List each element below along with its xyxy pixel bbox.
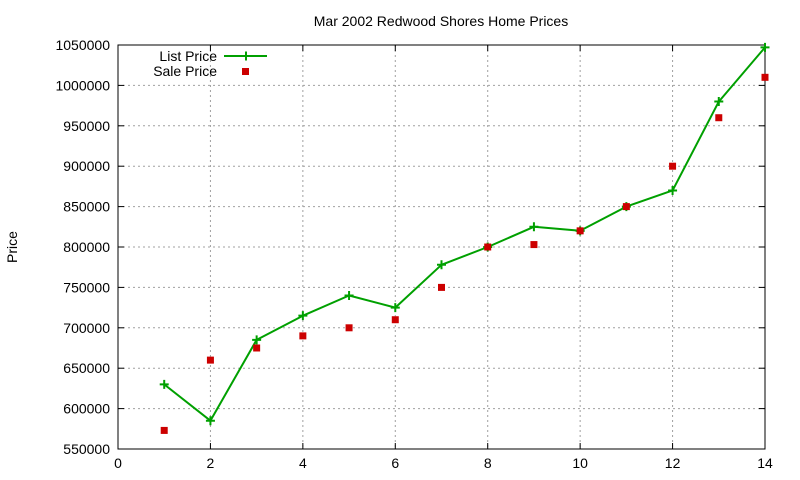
sale-price-point <box>715 114 723 122</box>
y-tick-label: 600000 <box>63 401 110 417</box>
x-tick-label: 2 <box>207 455 215 471</box>
list-price-point <box>437 260 446 270</box>
list-price-point <box>159 379 169 389</box>
y-tick-label: 900000 <box>63 158 110 174</box>
list-price-point <box>298 311 308 321</box>
axis-ticks: 0 2 4 6 8 10 12 14 550000 600000 650000 700000 75000… <box>55 37 773 471</box>
sale-price-point <box>669 162 677 170</box>
list-price-point <box>252 335 262 345</box>
legend-label-list-price: List Price <box>159 48 217 64</box>
x-tick-label: 4 <box>299 455 307 471</box>
sale-price-point <box>484 243 492 251</box>
x-tick-label: 0 <box>114 455 122 471</box>
list-price-point <box>760 42 770 52</box>
sale-price-point <box>576 227 584 235</box>
y-tick-label: 750000 <box>63 279 110 295</box>
x-tick-label: 6 <box>391 455 399 471</box>
y-tick-label: 800000 <box>63 239 110 255</box>
chart-title: Mar 2002 Redwood Shores Home Prices <box>314 13 568 29</box>
sale-price-point <box>206 356 214 364</box>
y-tick-label: 650000 <box>63 360 110 376</box>
x-tick-label: 10 <box>572 455 588 471</box>
list-price-point <box>344 290 354 300</box>
list-price-point <box>205 416 215 426</box>
y-tick-label: 850000 <box>63 199 110 215</box>
sale-price-point <box>761 73 769 81</box>
list-price-point <box>668 185 678 195</box>
plot-frame <box>117 44 766 450</box>
legend-marker-sale-price <box>242 68 249 75</box>
sale-price-point <box>345 324 353 332</box>
legend-label-sale-price: Sale Price <box>153 63 217 79</box>
sale-price-point <box>299 332 307 340</box>
sale-price-point <box>438 283 445 291</box>
list-price-point <box>390 303 400 313</box>
y-tick-label: 700000 <box>63 320 110 336</box>
series-layer <box>159 42 770 434</box>
x-tick-label: 8 <box>484 455 492 471</box>
x-tick-label: 12 <box>665 455 681 471</box>
sale-price-point <box>160 426 168 434</box>
sale-price-point <box>622 203 630 211</box>
list-price-line <box>163 46 766 422</box>
x-tick-label: 14 <box>757 455 773 471</box>
list-price-point <box>714 97 724 107</box>
y-axis-label: Price <box>4 231 20 263</box>
y-tick-label: 550000 <box>63 441 110 457</box>
y-tick-label: 1000000 <box>55 77 110 93</box>
legend: List Price Sale Price <box>153 48 267 79</box>
y-tick-label: 1050000 <box>55 37 110 53</box>
sale-price-point <box>530 241 538 249</box>
list-price-point <box>529 222 539 232</box>
sale-price-point <box>253 344 261 352</box>
sale-price-point <box>391 316 399 324</box>
y-tick-label: 950000 <box>63 118 110 134</box>
legend-marker-list-price <box>241 51 251 61</box>
grid-lines <box>118 45 765 449</box>
